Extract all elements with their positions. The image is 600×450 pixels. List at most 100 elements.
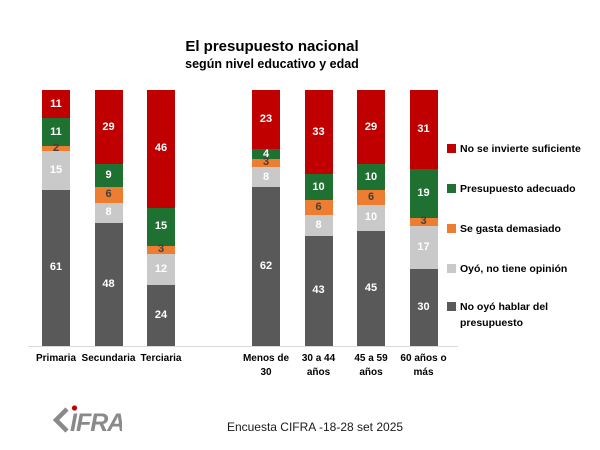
- bar-segment: 3: [252, 156, 280, 169]
- bar-terciaria: 46 15 3 12 24: [147, 90, 175, 346]
- logo-red-dot: [71, 405, 78, 411]
- legend-label: Oyó, no tiene opinión: [460, 263, 568, 275]
- bar-segment: 48: [94, 223, 123, 346]
- legend-label: Se gasta demasiado: [460, 223, 561, 235]
- bar-value-label: 62: [259, 260, 273, 273]
- bar-segment: 24: [147, 284, 175, 346]
- bar-value-label: 17: [417, 240, 430, 253]
- bar-segment: 31: [409, 90, 438, 170]
- bar-value-label: 12: [154, 262, 168, 275]
- bar-segment: 15: [42, 151, 70, 190]
- logo-chevron-c: [52, 407, 69, 433]
- source-note: Encuesta CIFRA -18-28 set 2025: [226, 420, 404, 434]
- bar-value-label: 31: [417, 123, 430, 136]
- bar-60-años-o-más: 31 19 3 17 30: [409, 90, 438, 346]
- bar-segment: 3: [409, 215, 438, 228]
- bar-value-label: 3: [420, 215, 427, 228]
- legend-swatch-icon: [447, 144, 456, 153]
- bar-value-label: 48: [102, 278, 115, 291]
- bar-value-label: 61: [49, 261, 63, 274]
- legend-item: No oyó hablar del presupuesto: [447, 300, 597, 332]
- bar-segment: 10: [304, 174, 333, 201]
- cifra-logo-graphic: IFRA: [52, 405, 125, 437]
- bar-value-label: 6: [105, 188, 112, 201]
- x-axis-line: [28, 346, 458, 347]
- bar-segment: 29: [94, 90, 123, 165]
- bar-segment: 17: [409, 225, 438, 270]
- bar-segment: 46: [147, 90, 175, 208]
- category-label: Menos de 30: [242, 353, 290, 378]
- category-label: 30 a 44 años: [301, 353, 336, 378]
- bar-value-label: 24: [154, 308, 168, 321]
- bar-value-label: 3: [157, 243, 165, 256]
- legend-label: No oyó hablar del presupuesto: [460, 301, 549, 329]
- bar-segment: 29: [357, 90, 385, 165]
- bar-menos-de-30: 23 4 3 8 62: [252, 90, 280, 346]
- legend-swatch-icon: [447, 184, 456, 193]
- bar-value-label: 15: [49, 164, 63, 177]
- bar-segment: 6: [94, 187, 123, 203]
- bar-value-label: 8: [262, 170, 270, 183]
- bar-value-label: 29: [364, 120, 378, 133]
- bar-value-label: 11: [50, 97, 62, 110]
- bar-value-label: 6: [315, 201, 322, 214]
- bar-30-a-44-años: 33 10 6 8 43: [304, 90, 333, 346]
- category-label: 45 a 59 años: [354, 353, 388, 378]
- bar-segment: 61: [42, 189, 70, 346]
- bar-value-label: 33: [312, 125, 325, 138]
- bar-segment: 33: [304, 90, 333, 175]
- bar-segment: 3: [147, 243, 175, 256]
- cifra-logo: IFRA: [50, 400, 125, 445]
- bar-segment: 62: [252, 187, 280, 346]
- legend-swatch-icon: [447, 302, 456, 311]
- legend-item: Presupuesto adecuado: [447, 182, 597, 198]
- bar-primaria: 11 11 2 15 61: [42, 90, 70, 346]
- chart-title: El presupuesto nacional: [185, 38, 359, 55]
- bar-segment: 9: [94, 164, 123, 188]
- bar-value-label: 30: [417, 301, 430, 314]
- bar-value-label: 43: [312, 284, 325, 297]
- bar-segment: 11: [42, 90, 70, 119]
- bar-segment: 2: [42, 142, 70, 155]
- bar-segment: 4: [252, 147, 280, 160]
- legend-swatch-icon: [447, 224, 456, 233]
- bar-value-label: 10: [364, 170, 378, 183]
- bar-value-label: 2: [52, 142, 60, 155]
- bar-value-label: 3: [262, 156, 270, 169]
- logo-text: IFRA: [70, 409, 122, 437]
- legend-label: No se invierte suficiente: [460, 143, 581, 155]
- category-label: 60 años o más: [400, 353, 447, 378]
- bar-segment: 45: [357, 230, 385, 346]
- bar-45-a-59-años: 29 10 6 10 45: [357, 90, 385, 346]
- bar-segment: 43: [304, 235, 333, 346]
- bar-segment: 23: [252, 90, 280, 149]
- bar-value-label: 23: [259, 112, 273, 125]
- bar-segment: 8: [94, 202, 123, 224]
- bar-secundaria: 29 9 6 8 48: [94, 90, 123, 346]
- bar-segment: 10: [357, 164, 385, 190]
- bar-value-label: 9: [105, 169, 112, 182]
- bar-segment: 8: [252, 166, 280, 188]
- legend-item: Se gasta demasiado: [447, 222, 597, 238]
- bar-value-label: 10: [312, 180, 325, 193]
- bar-value-label: 19: [417, 187, 430, 200]
- legend-item: No se invierte suficiente: [447, 142, 597, 158]
- bar-segment: 15: [147, 207, 175, 247]
- bar-segment: 12: [147, 253, 175, 285]
- bar-value-label: 11: [50, 125, 62, 138]
- legend-swatch-icon: [447, 264, 456, 273]
- bar-value-label: 45: [364, 281, 378, 294]
- legend-item: Oyó, no tiene opinión: [447, 262, 597, 278]
- bar-value-label: 8: [315, 219, 322, 232]
- category-label: Primaria: [35, 353, 77, 364]
- category-label: Terciaria: [140, 353, 182, 364]
- bar-value-label: 4: [262, 147, 270, 160]
- bar-value-label: 46: [154, 142, 168, 155]
- bar-segment: 8: [304, 215, 333, 236]
- bar-value-label: 10: [364, 211, 378, 224]
- title-block: El presupuesto nacional según nivel educ…: [72, 38, 472, 72]
- bar-value-label: 15: [154, 220, 168, 233]
- category-label: Secundaria: [81, 353, 136, 364]
- chart-subtitle: según nivel educativo y edad: [185, 57, 359, 72]
